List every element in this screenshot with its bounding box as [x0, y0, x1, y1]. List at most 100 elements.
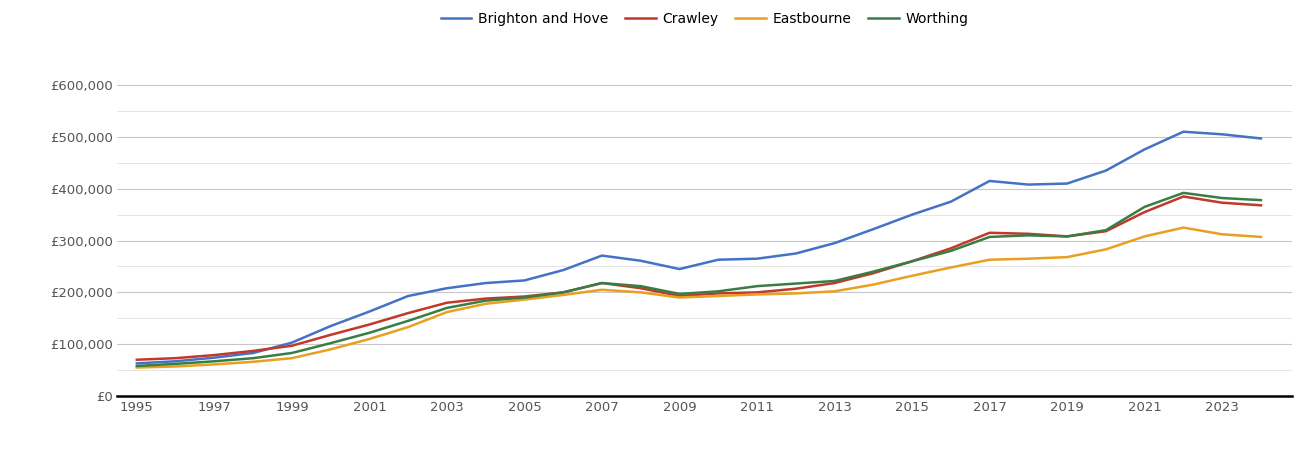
Eastbourne	[322, 346, 338, 352]
Worthing	[206, 359, 222, 364]
Brighton and Hove	[1176, 129, 1191, 135]
Worthing	[1137, 204, 1152, 210]
Worthing	[401, 318, 416, 324]
Crawley	[401, 310, 416, 316]
Brighton and Hove	[865, 226, 881, 232]
Crawley	[827, 280, 843, 286]
Brighton and Hove	[438, 285, 454, 291]
Worthing	[1098, 228, 1113, 233]
Brighton and Hove	[827, 240, 843, 246]
Eastbourne	[710, 293, 726, 299]
Crawley	[788, 286, 804, 292]
Brighton and Hove	[710, 257, 726, 262]
Eastbourne	[245, 359, 261, 364]
Brighton and Hove	[401, 293, 416, 299]
Worthing	[1253, 198, 1268, 203]
Worthing	[633, 284, 649, 289]
Worthing	[788, 281, 804, 286]
Brighton and Hove	[129, 360, 145, 366]
Eastbourne	[788, 291, 804, 296]
Brighton and Hove	[944, 199, 959, 204]
Eastbourne	[904, 273, 920, 279]
Worthing	[361, 330, 377, 336]
Eastbourne	[1253, 234, 1268, 239]
Crawley	[633, 285, 649, 291]
Worthing	[168, 361, 184, 367]
Line: Crawley: Crawley	[137, 197, 1261, 360]
Crawley	[594, 280, 609, 286]
Brighton and Hove	[1060, 181, 1075, 186]
Line: Worthing: Worthing	[137, 193, 1261, 366]
Brighton and Hove	[594, 253, 609, 258]
Brighton and Hove	[749, 256, 765, 261]
Eastbourne	[827, 288, 843, 294]
Crawley	[865, 270, 881, 276]
Crawley	[1021, 231, 1036, 237]
Legend: Brighton and Hove, Crawley, Eastbourne, Worthing: Brighton and Hove, Crawley, Eastbourne, …	[435, 6, 975, 32]
Worthing	[594, 280, 609, 286]
Worthing	[1176, 190, 1191, 196]
Crawley	[710, 291, 726, 296]
Eastbourne	[1060, 254, 1075, 260]
Worthing	[129, 363, 145, 369]
Crawley	[245, 348, 261, 354]
Brighton and Hove	[1215, 131, 1231, 137]
Brighton and Hove	[1098, 168, 1113, 173]
Worthing	[284, 350, 300, 356]
Crawley	[944, 246, 959, 251]
Brighton and Hove	[245, 350, 261, 356]
Brighton and Hove	[517, 278, 532, 283]
Crawley	[1137, 209, 1152, 215]
Eastbourne	[168, 364, 184, 369]
Worthing	[1060, 234, 1075, 239]
Brighton and Hove	[168, 359, 184, 364]
Brighton and Hove	[1253, 136, 1268, 141]
Crawley	[1215, 200, 1231, 205]
Worthing	[981, 234, 997, 239]
Crawley	[904, 259, 920, 264]
Crawley	[1253, 202, 1268, 208]
Eastbourne	[517, 297, 532, 302]
Worthing	[556, 290, 572, 295]
Eastbourne	[865, 282, 881, 287]
Crawley	[478, 296, 493, 302]
Worthing	[865, 269, 881, 274]
Brighton and Hove	[361, 309, 377, 314]
Crawley	[322, 332, 338, 338]
Eastbourne	[944, 265, 959, 270]
Crawley	[1098, 229, 1113, 234]
Eastbourne	[206, 362, 222, 367]
Crawley	[672, 293, 688, 299]
Worthing	[944, 248, 959, 254]
Worthing	[478, 298, 493, 303]
Eastbourne	[594, 287, 609, 292]
Eastbourne	[1098, 247, 1113, 252]
Eastbourne	[749, 292, 765, 297]
Brighton and Hove	[206, 355, 222, 360]
Eastbourne	[1176, 225, 1191, 230]
Brighton and Hove	[788, 251, 804, 256]
Crawley	[556, 290, 572, 295]
Eastbourne	[672, 295, 688, 300]
Crawley	[1060, 234, 1075, 239]
Worthing	[517, 295, 532, 300]
Line: Eastbourne: Eastbourne	[137, 228, 1261, 368]
Brighton and Hove	[672, 266, 688, 272]
Crawley	[206, 352, 222, 358]
Brighton and Hove	[981, 178, 997, 184]
Eastbourne	[478, 301, 493, 306]
Crawley	[1176, 194, 1191, 199]
Crawley	[517, 294, 532, 299]
Brighton and Hove	[284, 340, 300, 345]
Worthing	[710, 288, 726, 294]
Eastbourne	[401, 324, 416, 330]
Eastbourne	[129, 365, 145, 370]
Crawley	[129, 357, 145, 362]
Brighton and Hove	[322, 324, 338, 329]
Worthing	[245, 356, 261, 361]
Eastbourne	[1137, 234, 1152, 239]
Eastbourne	[284, 356, 300, 361]
Crawley	[749, 290, 765, 295]
Line: Brighton and Hove: Brighton and Hove	[137, 132, 1261, 363]
Crawley	[981, 230, 997, 235]
